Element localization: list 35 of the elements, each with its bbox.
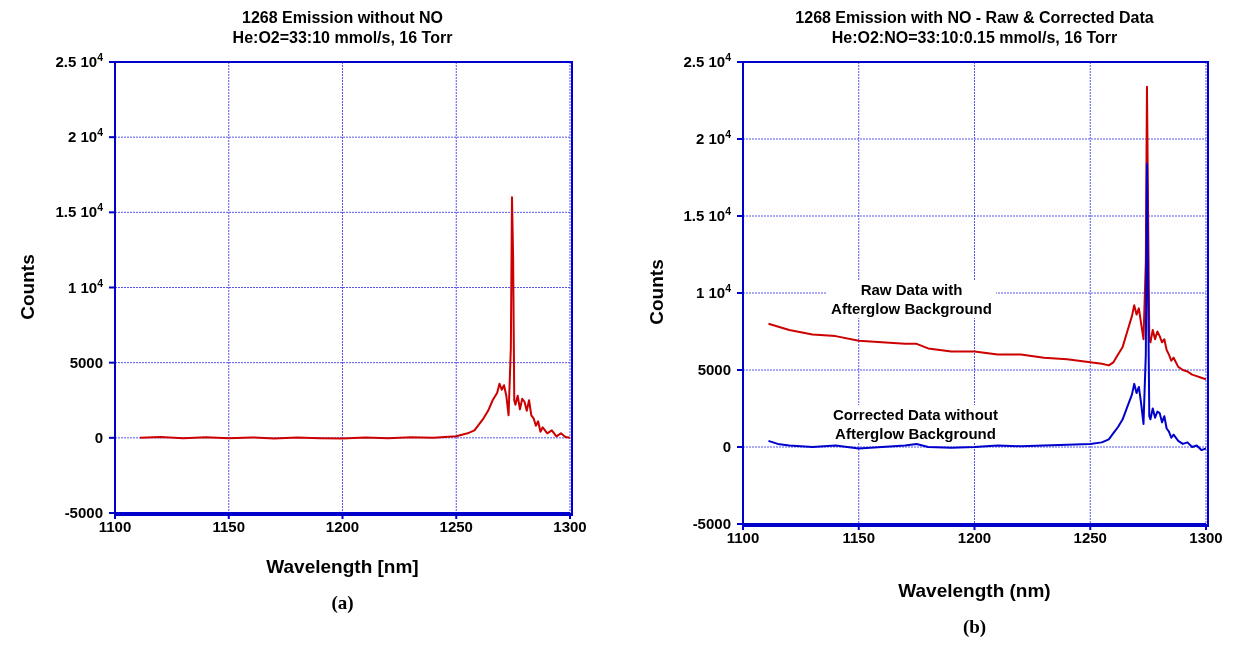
x-tick-label: 1300 [1189,528,1223,546]
y-tick-label: 1.5 10$^{4}$ [683,205,732,224]
line-series [139,196,570,440]
line-series [767,85,1206,381]
text: (b) [961,616,988,638]
line-series [767,162,1206,452]
text: (a) [330,592,355,614]
chart-subtitle: He:O2:NO=33:10:0.15 mmol/s, 16 Torr [830,28,1119,48]
x-tick-label: 1150 [842,528,876,546]
y-axis-title: Counts [17,252,39,322]
x-tick-label: 1250 [439,517,473,535]
y-tick-label: 1.5 10$^{4}$ [55,201,104,221]
chart-subtitle: He:O2=33:10 mmol/s, 16 Torr [231,28,454,48]
x-tick-label: 1150 [212,517,246,535]
chart-title: 1268 Emission without NO [241,8,444,28]
y-tick-label: 2.5 10$^{4}$ [55,51,104,70]
y-tick-label: 0 [94,428,103,446]
y-tick-label: 1 10$^{4}$ [67,276,104,296]
series-label: Raw Data with Afterglow Background [827,279,996,318]
y-tick-label: 0 [722,438,731,455]
x-axis-title: Wavelength (nm) [897,580,1052,602]
x-tick-label: 1250 [1073,528,1107,546]
x-tick-label: 1300 [553,517,587,535]
x-tick-label: 1200 [957,528,992,546]
y-tick-label: 2 10$^{4}$ [695,128,732,147]
y-tick-label: 5000 [697,361,731,378]
chart-title: 1268 Emission with NO - Raw & Corrected Data [794,8,1155,28]
x-tick-label: 1200 [325,517,360,535]
y-tick-label: 2.5 10$^{4}$ [683,51,732,70]
series-label: Corrected Data without Afterglow Background [828,405,1002,443]
y-tick-label: 5000 [69,353,103,371]
y-axis-title: Counts [646,258,668,327]
y-tick-label: 1 10$^{4}$ [695,282,732,301]
y-tick-label: 2 10$^{4}$ [67,126,104,146]
x-axis-title: Wavelength [nm] [265,556,420,578]
